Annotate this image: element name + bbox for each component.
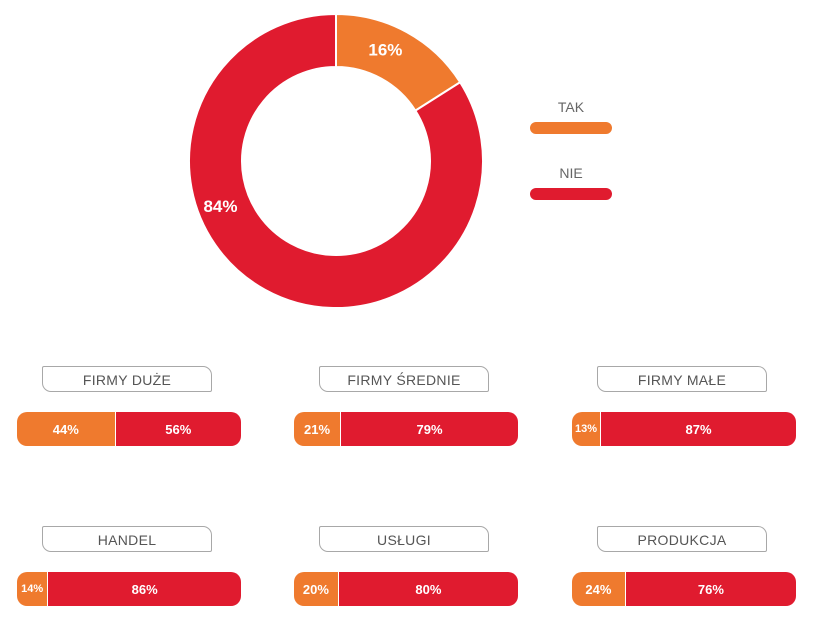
panel-title: USŁUGI: [319, 526, 489, 552]
bar-segment-tak: 44%: [17, 412, 116, 446]
donut-chart: 16% 84%: [188, 12, 484, 309]
panel-firmy-duze: FIRMY DUŻE 44% 56%: [17, 366, 241, 446]
donut-label-nie: 84%: [203, 197, 237, 216]
legend-label-tak: TAK: [557, 99, 585, 115]
bar-segment-nie: 87%: [601, 412, 796, 446]
panel-firmy-male: FIRMY MAŁE 13% 87%: [572, 366, 796, 446]
stacked-bar: 13% 87%: [572, 412, 796, 446]
legend-swatch-nie: [530, 188, 612, 200]
bar-segment-tak: 13%: [572, 412, 602, 446]
bar-segment-nie: 80%: [338, 572, 518, 606]
legend-item-tak: TAK: [530, 98, 612, 134]
panel-firmy-srednie: FIRMY ŚREDNIE 21% 79%: [294, 366, 518, 446]
legend-item-nie: NIE: [530, 164, 612, 200]
bar-segment-tak: 24%: [572, 572, 626, 606]
stacked-bar: 14% 86%: [17, 572, 241, 606]
stacked-bar: 24% 76%: [572, 572, 796, 606]
panel-title: PRODUKCJA: [597, 526, 767, 552]
legend-label-nie: NIE: [559, 165, 583, 181]
legend-swatch-tak: [530, 122, 612, 134]
bar-segment-tak: 20%: [294, 572, 339, 606]
stacked-bar: 44% 56%: [17, 412, 241, 446]
bar-segment-tak: 14%: [17, 572, 49, 606]
panel-title: FIRMY MAŁE: [597, 366, 767, 392]
panel-title: FIRMY DUŻE: [42, 366, 212, 392]
panel-title: FIRMY ŚREDNIE: [319, 366, 489, 392]
bar-segment-nie: 86%: [48, 572, 241, 606]
panel-produkcja: PRODUKCJA 24% 76%: [572, 526, 796, 606]
bar-segment-tak: 21%: [294, 412, 342, 446]
panel-uslugi: USŁUGI 20% 80%: [294, 526, 518, 606]
bar-segment-nie: 76%: [625, 572, 796, 606]
bar-segment-nie: 79%: [341, 412, 518, 446]
panel-handel: HANDEL 14% 86%: [17, 526, 241, 606]
stacked-bar: 21% 79%: [294, 412, 518, 446]
panel-title: HANDEL: [42, 526, 212, 552]
donut-label-tak: 16%: [368, 41, 402, 60]
stacked-bar: 20% 80%: [294, 572, 518, 606]
bar-segment-nie: 56%: [115, 412, 241, 446]
donut-slice-nie: [188, 12, 484, 309]
